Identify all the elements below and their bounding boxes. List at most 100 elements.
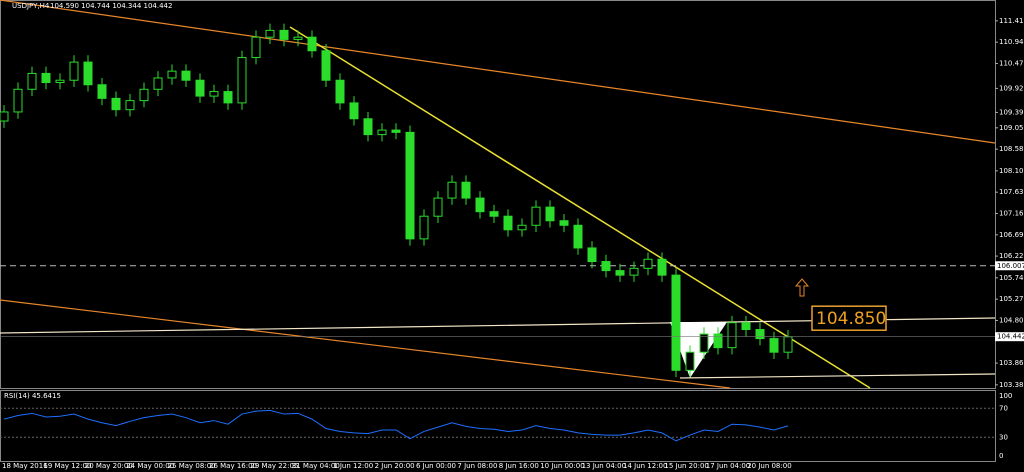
main-panel <box>0 0 996 389</box>
x-tick-label: 20 Jun 08:00 <box>747 462 791 470</box>
candle-body <box>335 79 345 104</box>
last-price-label: 104.442 <box>997 333 1024 341</box>
x-tick-label: 15 Jun 20:00 <box>664 462 708 470</box>
rsi-tick-label: 100 <box>999 392 1012 400</box>
x-tick-label: 24 May 00:00 <box>126 462 174 470</box>
target-label: 104.850 <box>816 309 886 329</box>
candle-body <box>559 220 569 226</box>
y-tick-label: 109.050 <box>999 124 1024 132</box>
candle-body <box>181 70 191 81</box>
y-tick-label: 105.270 <box>999 295 1024 303</box>
rsi-line <box>3 409 789 442</box>
quote: 104.590 104.744 104.344 104.442 <box>50 2 172 10</box>
candle-body <box>41 72 51 83</box>
y-tick-label: 109.390 <box>999 108 1024 116</box>
x-tick-label: 29 May 22:05 <box>250 462 298 470</box>
candle-body <box>587 247 597 263</box>
rsi-panel <box>0 390 996 462</box>
candle-body <box>223 91 233 104</box>
candle-body <box>727 322 737 349</box>
candle-body <box>699 333 709 353</box>
x-tick-label: 13 Jun 04:00 <box>582 462 626 470</box>
x-tick-label: 17 Jun 04:00 <box>706 462 750 470</box>
arrow-up <box>794 278 810 297</box>
candle-body <box>489 211 499 217</box>
candle-body <box>377 129 387 136</box>
y-tick-label: 108.580 <box>999 145 1024 153</box>
candle-body <box>251 36 261 59</box>
y-tick-label: 110.470 <box>999 59 1024 67</box>
candle-body <box>433 197 443 217</box>
candle-body <box>293 36 303 40</box>
candle-body <box>447 181 457 199</box>
rsi-title: RSI(14) 45.6415 <box>4 392 61 400</box>
candle-body <box>531 206 541 226</box>
level-box <box>995 261 1024 271</box>
candle-body <box>503 215 513 231</box>
candle-body <box>671 274 681 371</box>
candle-body <box>69 61 79 81</box>
y-tick-label: 104.800 <box>999 316 1024 324</box>
y-tick-label: 105.740 <box>999 274 1024 282</box>
x-tick-label: 14 Jun 12:00 <box>623 462 667 470</box>
x-tick-label: 20 May 20:00 <box>85 462 133 470</box>
candle-body <box>755 329 765 340</box>
candle-body <box>363 118 373 136</box>
y-tick-label: 106.690 <box>999 231 1024 239</box>
candle-body <box>419 215 429 240</box>
candle-body <box>0 111 9 122</box>
trendline <box>289 26 871 389</box>
candle-body <box>83 61 93 86</box>
x-tick-label: 1 Jun 12:00 <box>333 462 373 470</box>
x-tick-label: 2 Jun 20:00 <box>375 462 415 470</box>
candle-body <box>307 36 317 52</box>
candle-body <box>769 338 779 353</box>
rsi-tick-label: 0 <box>999 452 1003 460</box>
candle-body <box>279 29 289 40</box>
candle-body <box>475 197 485 213</box>
candle-body <box>27 72 37 90</box>
x-tick-label: 18 May 2016 <box>2 462 48 470</box>
y-tick-label: 107.630 <box>999 188 1024 196</box>
x-tick-label: 6 Jun 00:00 <box>416 462 456 470</box>
triangle <box>670 322 727 378</box>
candle-body <box>167 70 177 79</box>
x-tick-label: 8 Jun 16:00 <box>499 462 539 470</box>
channel-upper <box>0 0 996 144</box>
candle-body <box>209 91 219 97</box>
candle-body <box>391 129 401 133</box>
last-price-box <box>995 332 1024 342</box>
candle-body <box>237 57 247 104</box>
level-label: 106.007 <box>997 262 1024 270</box>
candle-body <box>321 50 331 81</box>
x-tick-label: 7 Jun 08:00 <box>457 462 497 470</box>
candle-body <box>713 333 723 349</box>
candle-body <box>517 224 527 231</box>
x-tick-label: 25 May 08:00 <box>168 462 216 470</box>
y-tick-label: 106.220 <box>999 252 1024 260</box>
rsi-tick-label: 30 <box>999 433 1008 441</box>
candle-body <box>657 258 667 276</box>
candle-body <box>615 270 625 276</box>
x-tick-label: 19 May 12:00 <box>43 462 91 470</box>
candle-body <box>111 97 121 111</box>
symbol: USDJPY,H4 <box>12 2 50 10</box>
candle-body <box>461 181 471 199</box>
candle-body <box>545 206 555 222</box>
candle-body <box>629 267 639 276</box>
candle-body <box>685 351 695 371</box>
y-tick-label: 110.940 <box>999 38 1024 46</box>
candle-body <box>13 88 23 113</box>
rsi-tick-label: 70 <box>999 404 1008 412</box>
candle-body <box>55 79 65 83</box>
candle-body <box>643 258 653 269</box>
y-tick-label: 108.100 <box>999 167 1024 175</box>
x-tick-label: 31 May 04:00 <box>292 462 340 470</box>
candle-body <box>97 84 107 99</box>
x-tick-label: 10 Jun 00:00 <box>540 462 584 470</box>
candle-body <box>125 100 135 111</box>
support-line <box>679 373 996 379</box>
candle-body <box>783 336 793 353</box>
y-tick-label: 111.410 <box>999 17 1024 25</box>
